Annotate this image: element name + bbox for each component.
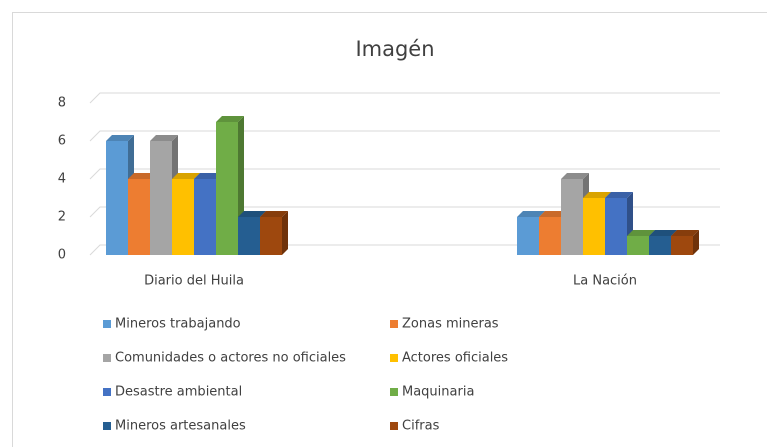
bar-top: [216, 116, 244, 122]
bar-front: [150, 141, 172, 255]
bar: [260, 211, 288, 255]
bar-top: [605, 192, 633, 198]
grid-line: [89, 206, 720, 218]
legend-swatch: [103, 422, 111, 430]
bar-front: [172, 179, 194, 255]
legend-swatch: [390, 388, 398, 396]
bar-top: [671, 230, 699, 236]
bar-top: [517, 211, 545, 217]
bar-front: [649, 236, 671, 255]
bar-top: [106, 135, 134, 141]
bar-side: [693, 230, 699, 255]
grid-line: [89, 130, 720, 142]
bar-front: [128, 179, 150, 255]
bar-front: [517, 217, 539, 255]
bar-top: [539, 211, 567, 217]
y-tick-label: 4: [58, 172, 66, 187]
bar-top: [260, 211, 288, 217]
grid-line: [89, 168, 720, 180]
legend-label: Desastre ambiental: [115, 385, 242, 400]
bar-top: [194, 173, 222, 179]
bar-front: [627, 236, 649, 255]
bar-top: [150, 135, 178, 141]
bar-front: [194, 179, 216, 255]
bar-top: [627, 230, 655, 236]
bar-top: [561, 173, 589, 179]
bar-front: [106, 141, 128, 255]
legend-label: Actores oficiales: [402, 351, 508, 366]
legend-swatch: [390, 422, 398, 430]
bar-front: [605, 198, 627, 255]
bar: [671, 230, 699, 255]
legend-label: Mineros artesanales: [115, 419, 246, 434]
legend-swatch: [103, 388, 111, 396]
x-tick-label: Diario del Huila: [144, 274, 244, 289]
bar-front: [583, 198, 605, 255]
bar-front: [260, 217, 282, 255]
bar-front: [671, 236, 693, 255]
bar-front: [539, 217, 561, 255]
legend-label: Cifras: [402, 419, 440, 434]
bar-front: [216, 122, 238, 255]
legend-label: Maquinaria: [402, 385, 474, 400]
legend-swatch: [390, 320, 398, 328]
legend-label: Zonas mineras: [402, 317, 499, 332]
legend-label: Comunidades o actores no oficiales: [115, 351, 346, 366]
bar-front: [561, 179, 583, 255]
y-tick-label: 6: [58, 134, 66, 149]
y-tick-label: 8: [58, 96, 66, 111]
legend-swatch: [103, 354, 111, 362]
bar-top: [238, 211, 266, 217]
y-tick-label: 0: [58, 248, 66, 263]
grid-line: [89, 92, 720, 104]
bar-top: [172, 173, 200, 179]
grid-line: [89, 244, 720, 256]
chart-title: Imagén: [355, 37, 434, 61]
bar-top: [649, 230, 677, 236]
y-tick-label: 2: [58, 210, 66, 225]
bar-front: [238, 217, 260, 255]
bar-top: [583, 192, 611, 198]
x-tick-label: La Nación: [573, 274, 637, 289]
legend-swatch: [390, 354, 398, 362]
bar-side: [282, 211, 288, 255]
bar-top: [128, 173, 156, 179]
legend-swatch: [103, 320, 111, 328]
legend-label: Mineros trabajando: [115, 317, 241, 332]
